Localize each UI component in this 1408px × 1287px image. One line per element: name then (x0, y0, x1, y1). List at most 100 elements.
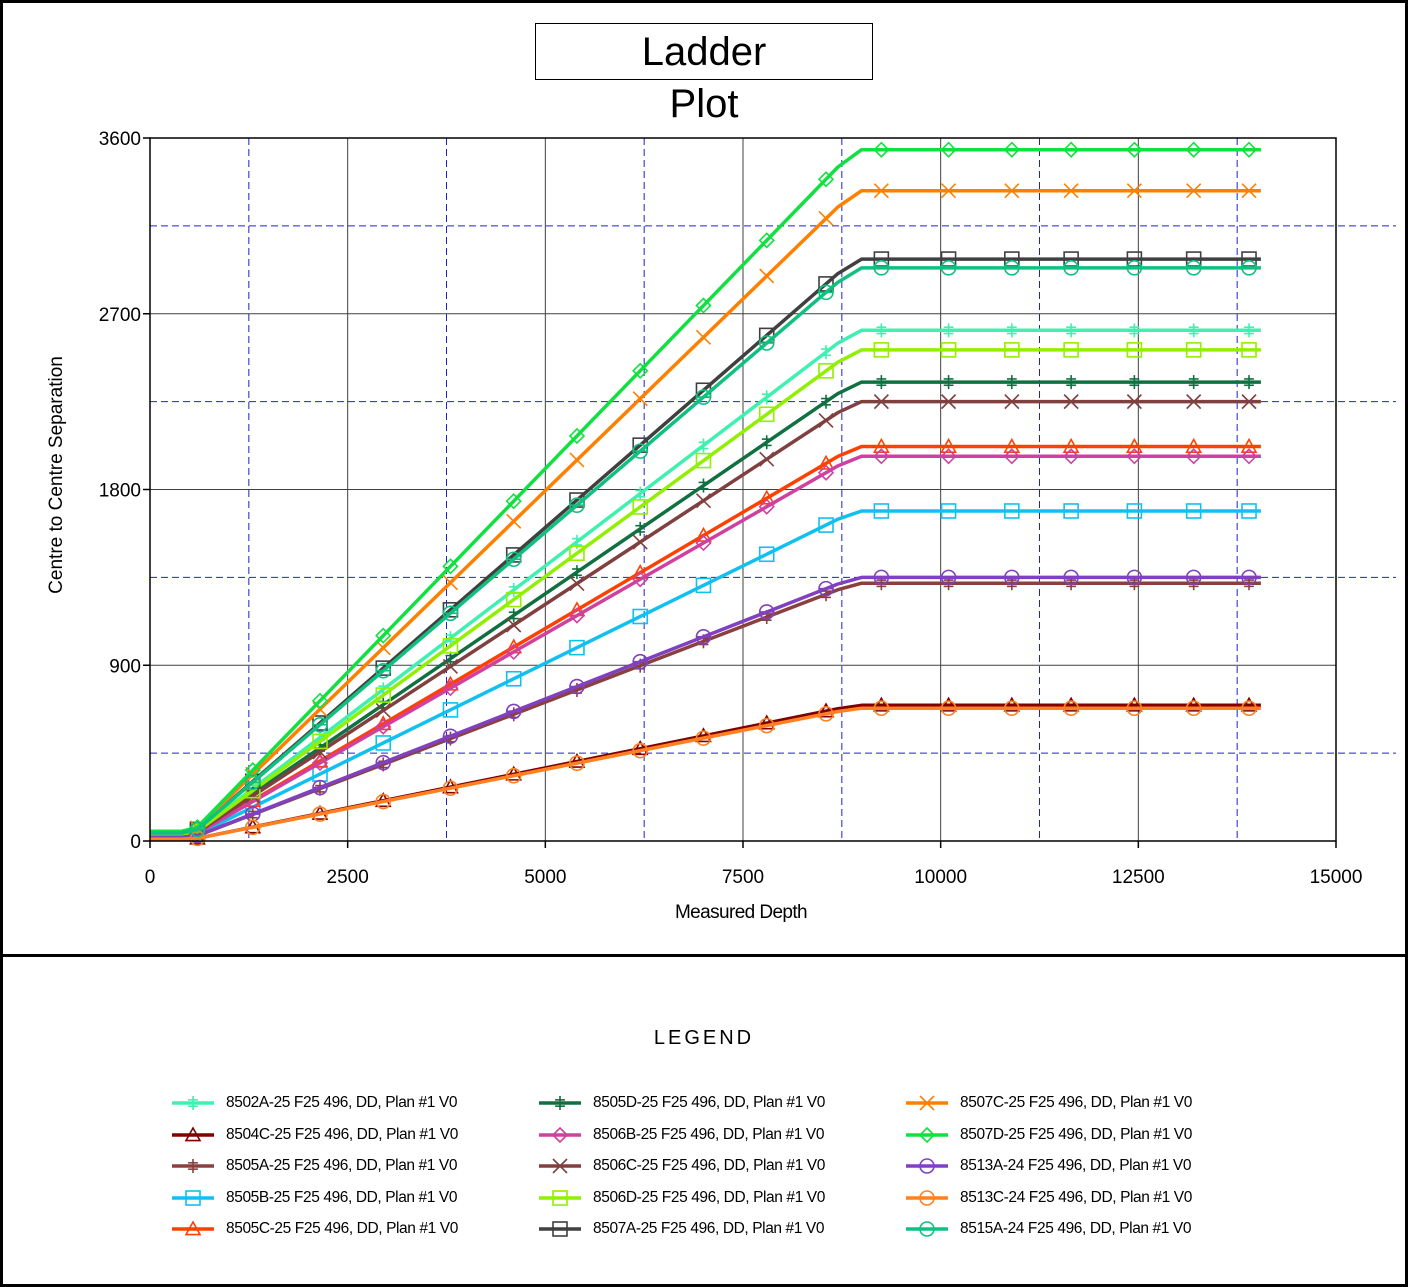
series-point (940, 342, 957, 358)
series-point (695, 493, 712, 509)
legend-marker (918, 1126, 936, 1143)
series-point (758, 335, 775, 351)
series-point (505, 703, 522, 720)
series-point (1066, 375, 1077, 390)
series-point (1185, 700, 1202, 717)
legend-marker (552, 1221, 568, 1237)
series-point (1063, 342, 1079, 358)
y-tick-label: 3600 (99, 129, 141, 150)
legend-label: 8505D-25 F25 496, DD, Plan #1 V0 (593, 1094, 825, 1111)
series-point (508, 582, 519, 597)
series-point (1240, 437, 1258, 453)
series-point (1129, 375, 1140, 390)
series-point (940, 503, 957, 519)
series-point (632, 443, 649, 459)
series-point (873, 260, 890, 276)
series-point (1185, 251, 1202, 267)
series-point (818, 363, 834, 379)
series-point (1126, 342, 1143, 358)
series-point (442, 638, 459, 654)
series-point (1126, 569, 1143, 586)
y-tick-label: 2700 (99, 305, 141, 326)
series-point (1063, 183, 1079, 199)
series-point (569, 755, 585, 771)
legend-swatch (906, 1095, 948, 1111)
series-point (1188, 375, 1199, 390)
series-line (150, 454, 1261, 838)
series-point (1126, 260, 1143, 276)
series-point (1063, 251, 1079, 267)
series-point (940, 696, 957, 712)
series-point (442, 658, 459, 675)
series-point (1003, 448, 1020, 465)
series-point (569, 575, 585, 592)
legend-swatch (539, 1221, 581, 1237)
series-point (943, 323, 954, 338)
series-point (632, 608, 649, 625)
series-point (873, 251, 890, 267)
series-point (873, 569, 890, 586)
series-point (873, 437, 890, 453)
x-tick-label: 5000 (524, 867, 566, 888)
series-point (569, 639, 585, 656)
series-point (758, 714, 776, 730)
series-point (695, 452, 712, 469)
legend-marker (184, 1220, 202, 1236)
series-point (940, 700, 957, 717)
series-point (1004, 260, 1020, 276)
series-point (506, 617, 522, 633)
series-point (442, 728, 459, 745)
legend-swatch (539, 1158, 581, 1174)
y-tick-label: 0 (130, 832, 141, 853)
series-point (442, 558, 459, 575)
series-point (940, 569, 957, 586)
series-point (1241, 700, 1257, 717)
legend-label: 8507A-25 F25 496, DD, Plan #1 V0 (593, 1220, 825, 1237)
series-point (1126, 394, 1142, 410)
series-point (632, 742, 649, 759)
legend-title: LEGEND (653, 1027, 755, 1049)
series-point (375, 754, 392, 771)
series-point (635, 521, 646, 536)
legend: 8502A-25 F25 496, DD, Plan #1 V0 8504C-25… (170, 1092, 1270, 1252)
series-point (940, 448, 957, 465)
series-point (940, 141, 957, 158)
series-point (1126, 448, 1143, 465)
series-point (1241, 260, 1257, 276)
series-point (244, 819, 261, 836)
chart-title-line-1: Ladder (641, 30, 767, 74)
series-point (442, 702, 459, 718)
legend-divider (0, 954, 1408, 957)
legend-marker (552, 1189, 568, 1206)
series-point (1062, 141, 1080, 158)
series-point (1062, 696, 1080, 712)
series-point (1241, 183, 1257, 199)
series-point (1063, 503, 1079, 519)
series-point (695, 730, 712, 746)
series-point (375, 702, 391, 719)
series-point (818, 706, 834, 722)
series-point (1062, 448, 1080, 465)
series-point (1004, 183, 1020, 199)
series-point (818, 210, 834, 227)
series-point (695, 389, 712, 405)
series-point (632, 499, 649, 515)
series-point (569, 497, 585, 513)
series-point (1004, 251, 1020, 267)
series-point (1006, 323, 1017, 338)
x-axis-label: Measured Depth (675, 902, 807, 923)
series-point (632, 362, 649, 379)
series-point (818, 284, 834, 301)
series-point (1063, 569, 1079, 586)
series-point (1066, 323, 1077, 338)
series-point (632, 571, 649, 588)
series-point (758, 406, 775, 423)
series-point (1241, 569, 1257, 586)
series-point (1241, 342, 1257, 358)
series-point (698, 438, 709, 453)
series-point (817, 464, 835, 481)
series-point (758, 604, 775, 620)
legend-swatch (172, 1189, 214, 1206)
series-point (244, 774, 261, 791)
series-point (941, 183, 957, 199)
